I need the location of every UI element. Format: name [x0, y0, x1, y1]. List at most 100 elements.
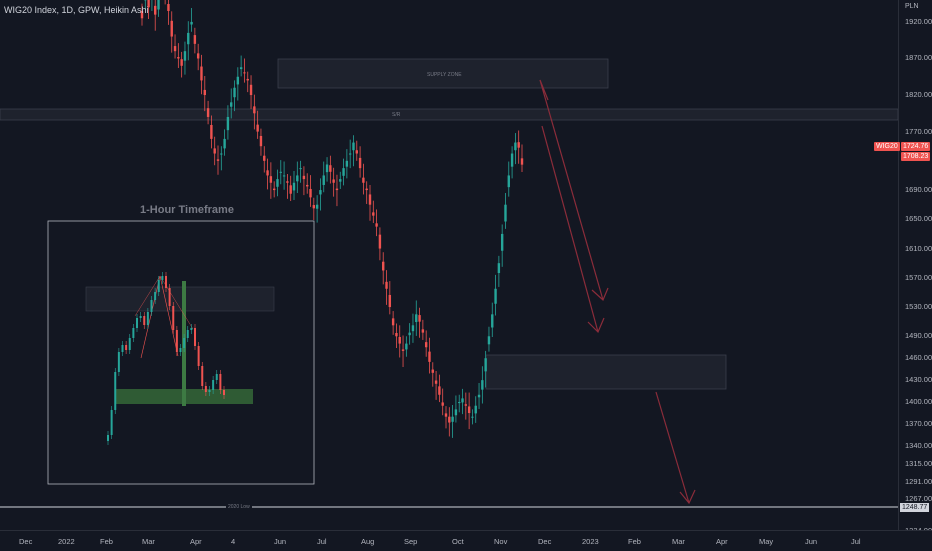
candle-body — [323, 175, 325, 185]
inset-candle-body — [180, 348, 182, 352]
inset-candle-body — [129, 338, 131, 350]
candle-body — [210, 125, 212, 139]
symbol-tag: WIG20 — [874, 142, 900, 151]
inset-candle-body — [201, 366, 203, 386]
candle-body — [422, 329, 424, 332]
candle-body — [197, 53, 199, 58]
inset-candle-body — [107, 435, 109, 441]
candle-body — [365, 189, 367, 190]
candle-body — [243, 72, 245, 73]
candle-body — [372, 212, 374, 215]
candle-body — [289, 185, 291, 193]
candle-body — [441, 402, 443, 405]
candle-body — [504, 205, 506, 222]
inset-candle-body — [216, 374, 218, 380]
candle-body — [286, 181, 288, 182]
candle-body — [478, 395, 480, 398]
candle-body — [180, 59, 182, 66]
candle-body — [418, 315, 420, 322]
inset-candle-body — [147, 312, 149, 325]
candle-body — [461, 398, 463, 402]
price-tick-label: 1870.00 — [905, 53, 932, 62]
time-tick-label: Mar — [142, 537, 155, 546]
candle-body — [405, 344, 407, 350]
low-2020-label: 2020 Low — [226, 504, 252, 510]
candle-body — [184, 51, 186, 61]
inset-candle-body — [114, 372, 116, 410]
low-level-tag: 1248.77 — [900, 503, 929, 512]
candle-body — [336, 189, 338, 190]
candle-body — [382, 262, 384, 271]
time-tick-label: Oct — [452, 537, 464, 546]
candle-body — [362, 178, 364, 183]
inset-candle-body — [190, 328, 192, 330]
second-price-tag: 1708.23 — [901, 152, 930, 161]
projection-arrows — [540, 80, 695, 503]
candle-body — [494, 289, 496, 304]
currency-label: PLN — [905, 3, 919, 10]
candle-body — [154, 6, 156, 15]
candle-body — [266, 170, 268, 175]
candle-body — [508, 175, 510, 187]
candle-body — [326, 164, 328, 172]
price-tick-label: 1340.00 — [905, 441, 932, 450]
inset-chart — [48, 221, 314, 484]
candle-body — [283, 175, 285, 176]
candle-body — [174, 46, 176, 51]
candle-body — [280, 172, 282, 173]
price-tick-label: 1770.00 — [905, 127, 932, 136]
time-tick-label: 2023 — [582, 537, 599, 546]
candle-body — [352, 143, 354, 151]
inset-candle-body — [209, 390, 211, 392]
candle-body — [471, 417, 473, 418]
time-tick-label: Apr — [190, 537, 202, 546]
candle-body — [240, 67, 242, 69]
time-tick-label: Aug — [361, 537, 374, 546]
candle-body — [296, 175, 298, 181]
candle-body — [171, 21, 173, 37]
candle-body — [465, 404, 467, 405]
inset-candle-body — [136, 318, 138, 328]
candle-body — [375, 223, 377, 226]
price-tick-label: 1690.00 — [905, 185, 932, 194]
candle-body — [309, 189, 311, 197]
candle-body — [260, 136, 262, 146]
time-tick-label: Apr — [716, 537, 728, 546]
inset-resistance-zone — [86, 287, 274, 311]
candle-body — [194, 35, 196, 44]
candle-body — [299, 168, 301, 169]
inset-candle-body — [140, 316, 142, 318]
candle-body — [521, 158, 523, 164]
candle-body — [217, 159, 219, 160]
price-tick-label: 1570.00 — [905, 273, 932, 282]
time-tick-label: Dec — [538, 537, 551, 546]
candle-body — [402, 349, 404, 350]
candle-body — [204, 90, 206, 95]
inset-candle-body — [198, 346, 200, 366]
candle-body — [425, 342, 427, 347]
candle-body — [293, 183, 295, 191]
candle-body — [488, 336, 490, 344]
candle-body — [395, 333, 397, 336]
price-tick-label: 1267.00 — [905, 494, 932, 503]
candle-body — [247, 79, 249, 80]
projection-path — [656, 392, 689, 503]
candle-body — [468, 406, 470, 413]
time-tick-label: Dec — [19, 537, 32, 546]
time-tick-label: Jul — [851, 537, 861, 546]
candle-body — [250, 85, 252, 95]
candle-body — [157, 0, 159, 10]
candle-body — [475, 406, 477, 414]
candle-body — [514, 143, 516, 151]
price-tick-label: 1920.00 — [905, 17, 932, 26]
inset-candle-body — [122, 345, 124, 352]
price-tick-label: 1610.00 — [905, 244, 932, 253]
inset-candle-body — [125, 345, 127, 350]
price-tick-label: 1460.00 — [905, 353, 932, 362]
candle-body — [408, 333, 410, 336]
candle-body — [213, 148, 215, 153]
